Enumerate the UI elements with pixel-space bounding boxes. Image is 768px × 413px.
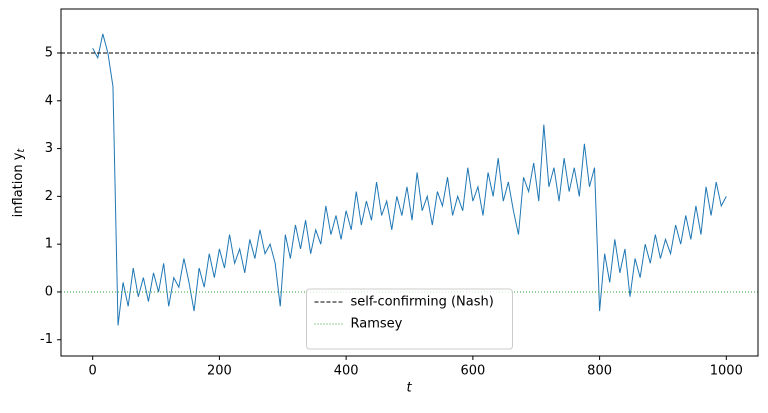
legend-label: Ramsey <box>351 317 403 332</box>
y-tick-label: -1 <box>40 332 53 347</box>
x-tick-label: 200 <box>207 364 232 379</box>
x-tick-label: 800 <box>587 364 612 379</box>
y-tick-label: 2 <box>45 189 53 204</box>
y-tick-label: 3 <box>45 141 53 156</box>
x-tick-label: 600 <box>460 364 485 379</box>
y-label-text: inflation y <box>11 152 26 217</box>
y-tick-label: 5 <box>45 45 53 60</box>
y-label-subscript: t <box>16 148 27 153</box>
plot-frame <box>60 8 759 357</box>
legend-label: self-confirming (Nash) <box>351 295 494 310</box>
series-line <box>92 33 727 326</box>
x-tick-label: 1000 <box>710 364 743 379</box>
x-tick-label: 400 <box>334 364 359 379</box>
y-tick-label: 0 <box>45 284 53 299</box>
y-tick-label: 4 <box>45 93 53 108</box>
x-tick-label: 0 <box>89 364 97 379</box>
y-axis-label: inflation yt <box>11 148 28 218</box>
legend-box <box>306 288 513 350</box>
y-tick-label: 1 <box>45 237 53 252</box>
x-axis-label: t <box>406 381 412 396</box>
